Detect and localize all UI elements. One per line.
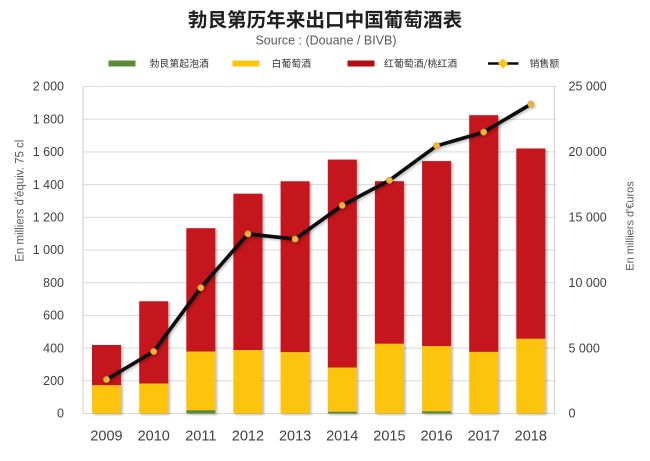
svg-text:2011: 2011 (185, 429, 216, 445)
svg-text:1 000: 1 000 (33, 243, 64, 257)
svg-text:2 000: 2 000 (33, 80, 64, 94)
svg-text:2014: 2014 (326, 429, 358, 445)
svg-text:0: 0 (57, 407, 64, 421)
svg-text:200: 200 (43, 374, 64, 388)
svg-text:Source : (Douane / BIVB): Source : (Douane / BIVB) (255, 34, 396, 48)
svg-text:10 000: 10 000 (569, 276, 607, 290)
svg-text:2012: 2012 (232, 429, 264, 445)
svg-text:1 600: 1 600 (33, 145, 64, 159)
svg-text:2016: 2016 (420, 429, 452, 445)
svg-text:5 000: 5 000 (569, 341, 600, 355)
svg-text:15 000: 15 000 (569, 211, 607, 225)
svg-text:2015: 2015 (373, 429, 405, 445)
svg-text:2013: 2013 (279, 429, 311, 445)
svg-text:En milliers d'€uros: En milliers d'€uros (625, 181, 637, 271)
svg-text:600: 600 (43, 309, 64, 323)
svg-text:1 800: 1 800 (33, 112, 64, 126)
svg-text:1 400: 1 400 (33, 178, 64, 192)
svg-text:2009: 2009 (90, 429, 122, 445)
svg-text:2017: 2017 (468, 429, 500, 445)
svg-text:1 200: 1 200 (33, 211, 64, 225)
svg-text:0: 0 (569, 407, 576, 421)
svg-text:2018: 2018 (515, 429, 547, 445)
svg-text:20 000: 20 000 (569, 145, 607, 159)
svg-text:25 000: 25 000 (569, 80, 607, 94)
svg-text:2010: 2010 (138, 429, 170, 445)
svg-text:800: 800 (43, 276, 64, 290)
svg-text:En milliers d'équiv. 75 cl: En milliers d'équiv. 75 cl (15, 140, 27, 262)
svg-text:400: 400 (43, 341, 64, 355)
